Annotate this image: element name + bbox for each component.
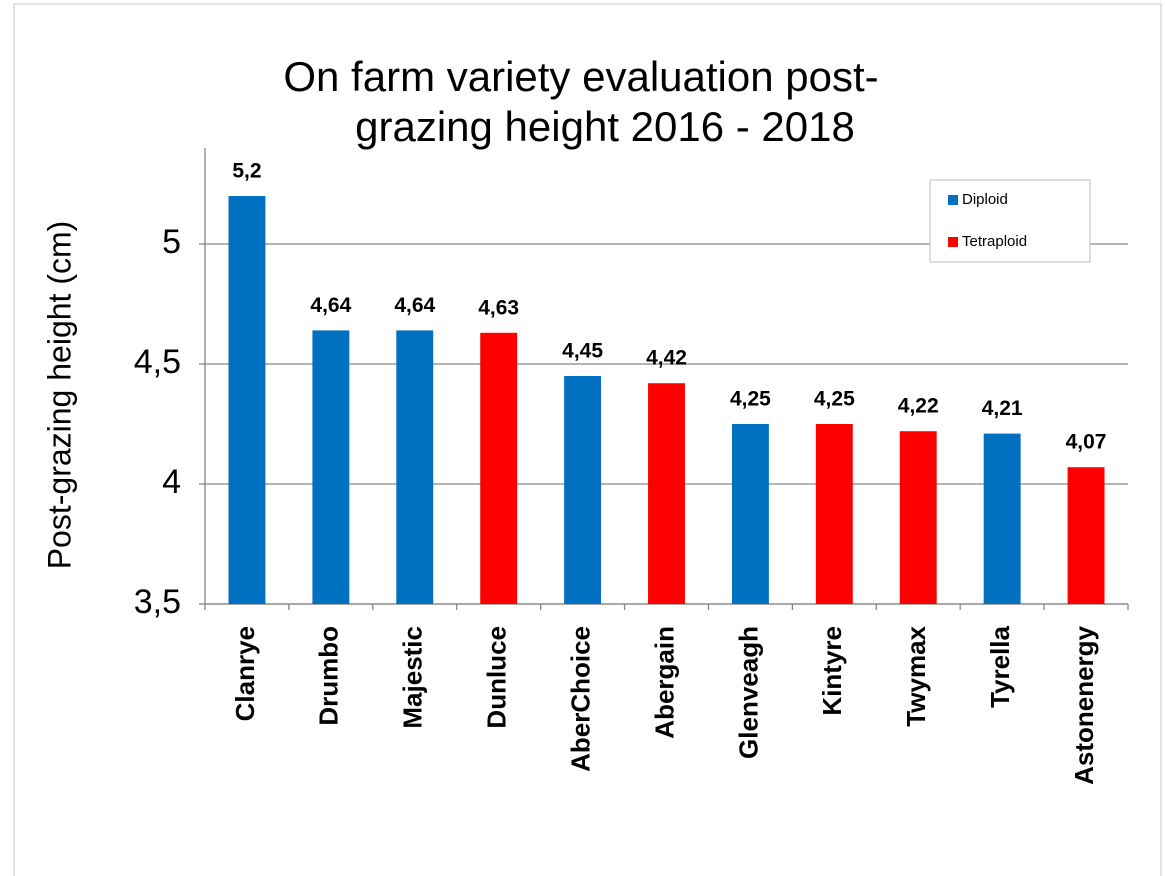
chart-title: grazing height 2016 - 2018 (355, 103, 855, 150)
y-axis-label: Post-grazing height (cm) (41, 221, 77, 570)
value-label: 4,42 (646, 347, 687, 370)
bar (1067, 467, 1105, 604)
bar (564, 376, 602, 604)
bar (899, 431, 937, 604)
legend-swatch (948, 237, 958, 247)
value-label: 4,25 (814, 388, 855, 411)
bar (983, 433, 1021, 604)
value-label: 5,2 (232, 160, 261, 183)
y-tick-label: 4 (162, 463, 181, 501)
x-tick-label: Glenveagh (733, 626, 763, 759)
y-tick-label: 4,5 (134, 343, 181, 381)
x-tick-label: Clanrye (230, 626, 260, 721)
x-tick-label: Majestic (398, 626, 428, 729)
value-label: 4,25 (730, 388, 771, 411)
bar (815, 424, 853, 604)
x-tick-label: Twymax (901, 625, 931, 726)
x-tick-label: Tyrella (985, 625, 1015, 707)
value-label: 4,64 (394, 294, 435, 317)
x-tick-label: Abergain (649, 626, 679, 739)
x-tick-label: Dunluce (482, 626, 512, 729)
value-label: 4,22 (898, 395, 939, 418)
value-label: 4,21 (982, 397, 1023, 420)
bar (228, 196, 266, 604)
x-tick-label: Drumbo (314, 626, 344, 726)
bar (396, 330, 434, 604)
bar (312, 330, 350, 604)
legend-label: Tetraploid (962, 233, 1027, 250)
value-label: 4,63 (478, 296, 519, 319)
x-tick-label: Astonenergy (1069, 625, 1099, 784)
y-tick-label: 3,5 (134, 583, 181, 621)
x-tick-label: AberChoice (565, 626, 595, 772)
x-tick-label: Kintyre (817, 626, 847, 716)
value-label: 4,07 (1066, 431, 1107, 454)
legend-box (929, 179, 1091, 263)
legend-swatch (948, 195, 958, 205)
value-label: 4,64 (310, 294, 351, 317)
y-tick-label: 5 (162, 223, 181, 261)
legend-label: Diploid (962, 191, 1008, 208)
value-label: 4,45 (562, 340, 603, 363)
chart-title: On farm variety evaluation post- (283, 53, 878, 100)
bar (648, 383, 685, 604)
bar (731, 424, 769, 604)
bar (480, 332, 518, 604)
